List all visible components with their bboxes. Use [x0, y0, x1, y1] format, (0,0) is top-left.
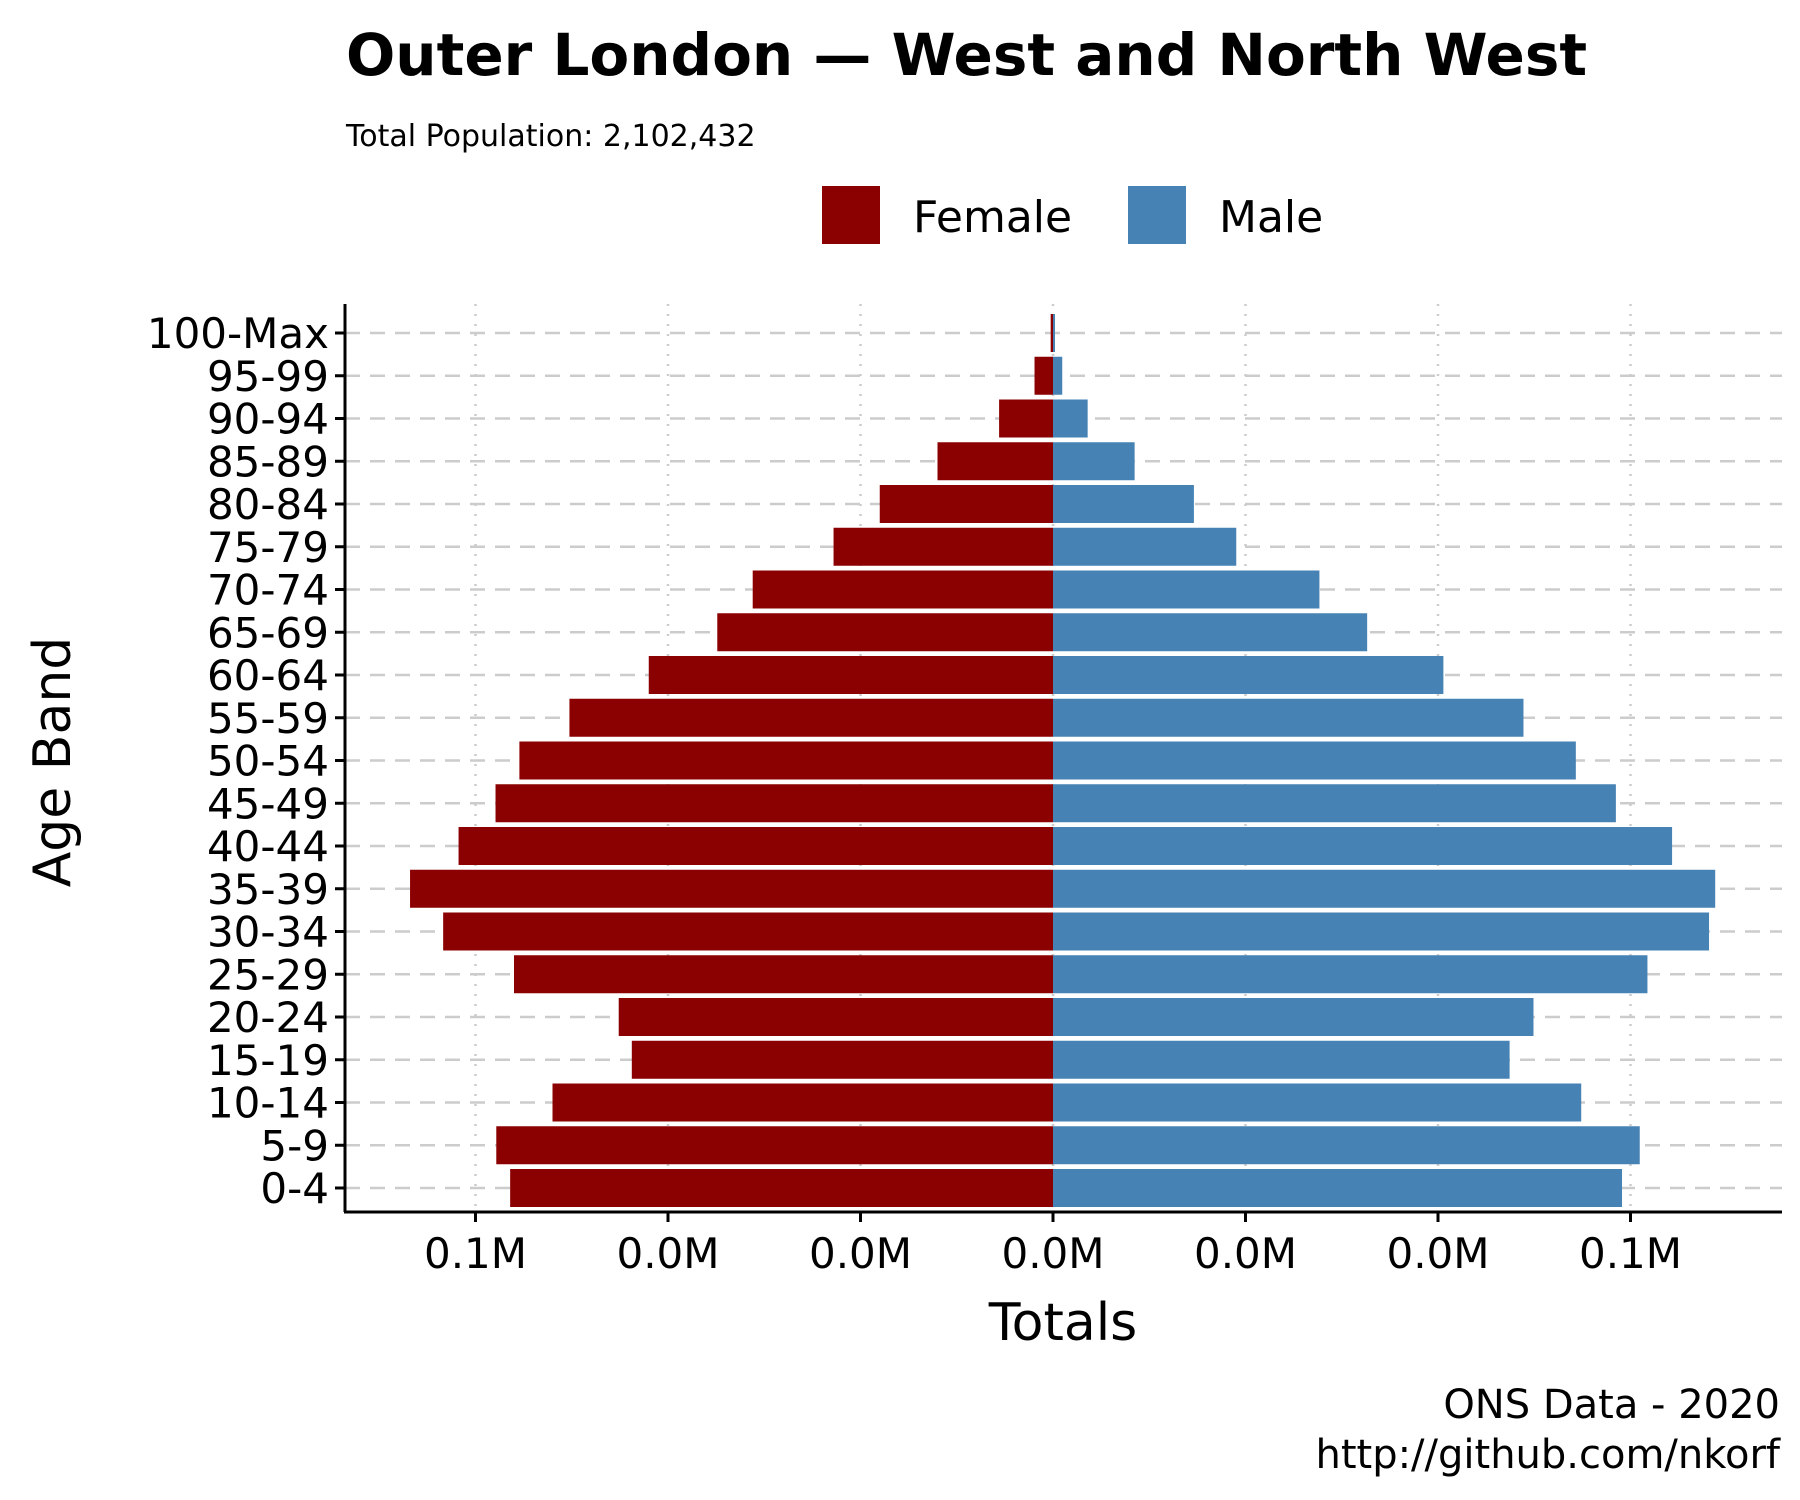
bar-female-25-29: [514, 955, 1053, 994]
y-axis-title: Age Band: [23, 637, 83, 888]
bar-male-10-14: [1053, 1083, 1582, 1122]
x-tick-label: 0.1M: [1579, 1229, 1682, 1278]
bar-female-60-64: [648, 656, 1053, 694]
chart-title: Outer London — West and North West: [346, 21, 1587, 89]
y-tick-label: 95-99: [207, 352, 329, 401]
bar-male-15-19: [1053, 1040, 1510, 1079]
bar-male-90-94: [1053, 399, 1088, 438]
legend-label-female: Female: [913, 192, 1072, 243]
x-tick-label: 0.1M: [424, 1229, 527, 1278]
y-tick-label: 60-64: [207, 651, 329, 700]
legend-label-male: Male: [1219, 192, 1323, 243]
bar-female-45-49: [495, 784, 1053, 823]
x-tick-label: 0.0M: [1386, 1229, 1489, 1278]
bar-female-55-59: [569, 698, 1053, 737]
bar-male-0-4: [1053, 1169, 1623, 1207]
bar-male-35-39: [1053, 869, 1716, 908]
y-tick-label: 15-19: [207, 1036, 329, 1085]
y-tick-label: 5-9: [260, 1121, 329, 1170]
y-axis-ticks: 0-45-910-1415-1920-2425-2930-3435-3940-4…: [147, 309, 345, 1213]
bar-male-85-89: [1053, 442, 1135, 481]
bar-male-80-84: [1053, 485, 1194, 523]
y-tick-label: 75-79: [207, 523, 329, 572]
y-tick-label: 70-74: [207, 566, 329, 615]
bars: [410, 314, 1716, 1207]
bar-male-40-44: [1053, 827, 1673, 865]
bar-male-60-64: [1053, 656, 1444, 694]
x-tick-label: 0.0M: [809, 1229, 912, 1278]
bar-male-65-69: [1053, 613, 1368, 652]
y-tick-label: 65-69: [207, 608, 329, 657]
bar-male-45-49: [1053, 784, 1616, 823]
bar-male-55-59: [1053, 698, 1524, 737]
caption-source: ONS Data - 2020: [1443, 1382, 1780, 1428]
legend-swatch-female: [822, 186, 880, 244]
y-tick-label: 40-44: [207, 822, 329, 871]
bar-male-25-29: [1053, 955, 1648, 994]
bar-female-10-14: [552, 1083, 1053, 1122]
bar-female-100-Max: [1050, 314, 1053, 352]
x-tick-label: 0.0M: [1001, 1229, 1104, 1278]
bar-female-85-89: [937, 442, 1053, 481]
bar-female-80-84: [879, 485, 1053, 523]
bar-female-0-4: [510, 1169, 1053, 1207]
y-tick-label: 0-4: [260, 1164, 329, 1213]
bar-male-95-99: [1053, 356, 1063, 395]
bar-female-30-34: [443, 912, 1053, 951]
bar-male-70-74: [1053, 570, 1320, 609]
y-tick-label: 85-89: [207, 437, 329, 486]
bar-female-65-69: [717, 613, 1053, 652]
x-axis-ticks: 0.1M 0.0M 0.0M 0.0M 0.0M 0.0M 0.1M: [424, 1212, 1682, 1278]
legend-swatch-male: [1128, 186, 1186, 244]
bar-female-95-99: [1034, 356, 1053, 395]
bar-male-20-24: [1053, 998, 1534, 1036]
y-tick-label: 45-49: [207, 779, 329, 828]
x-tick-label: 0.0M: [616, 1229, 719, 1278]
legend: Female Male: [822, 186, 1323, 244]
bar-female-15-19: [631, 1040, 1053, 1079]
bar-female-5-9: [496, 1126, 1053, 1165]
bar-female-40-44: [458, 827, 1053, 865]
y-tick-label: 35-39: [207, 865, 329, 914]
bar-male-5-9: [1053, 1126, 1640, 1165]
bar-male-75-79: [1053, 527, 1237, 566]
chart-subtitle: Total Population: 2,102,432: [345, 119, 756, 154]
bar-female-90-94: [999, 399, 1053, 438]
bar-female-75-79: [833, 527, 1053, 566]
y-tick-label: 25-29: [207, 950, 329, 999]
y-tick-label: 80-84: [207, 480, 329, 529]
bar-male-50-54: [1053, 741, 1576, 780]
y-tick-label: 50-54: [207, 737, 329, 786]
x-tick-label: 0.0M: [1194, 1229, 1297, 1278]
y-tick-label: 90-94: [207, 395, 329, 444]
y-tick-label: 10-14: [207, 1079, 329, 1128]
y-tick-label: 55-59: [207, 694, 329, 743]
bar-male-100-Max: [1053, 314, 1055, 352]
bar-female-35-39: [410, 869, 1053, 908]
bar-female-50-54: [519, 741, 1053, 780]
caption-url: http://github.com/nkorf: [1315, 1432, 1780, 1478]
x-axis-title: Totals: [988, 1293, 1138, 1353]
bar-female-70-74: [752, 570, 1053, 609]
y-tick-label: 30-34: [207, 908, 329, 957]
y-tick-label: 100-Max: [147, 309, 329, 358]
y-tick-label: 20-24: [207, 993, 329, 1042]
bar-female-20-24: [618, 998, 1053, 1036]
bar-male-30-34: [1053, 912, 1710, 951]
